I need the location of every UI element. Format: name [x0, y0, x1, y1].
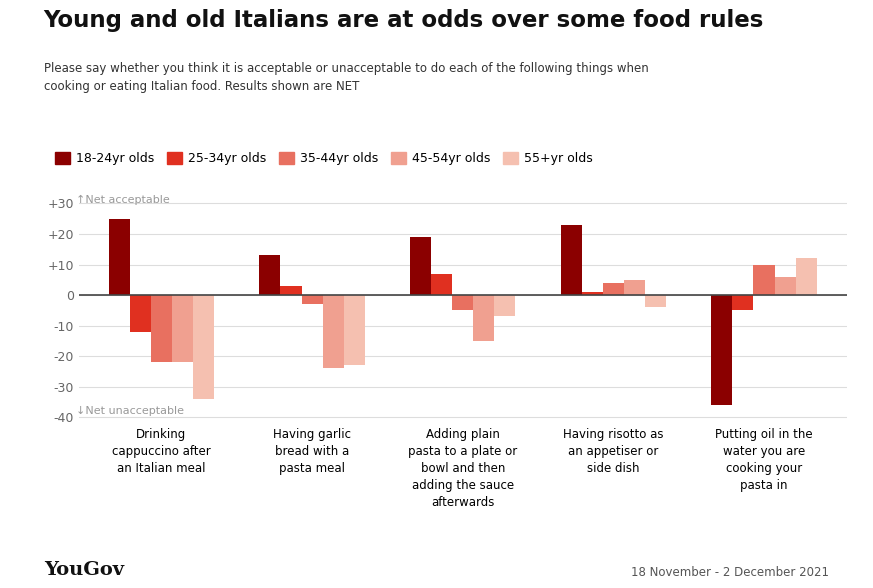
Bar — [172, 295, 193, 362]
Bar — [473, 295, 494, 341]
Text: ↑Net acceptable: ↑Net acceptable — [76, 195, 169, 205]
Bar — [193, 295, 214, 399]
Bar — [109, 219, 130, 295]
Bar — [259, 255, 280, 295]
Bar — [431, 273, 452, 295]
Bar — [280, 286, 301, 295]
Text: 18 November - 2 December 2021: 18 November - 2 December 2021 — [631, 566, 829, 579]
Bar — [624, 280, 645, 295]
Text: Young and old Italians are at odds over some food rules: Young and old Italians are at odds over … — [44, 9, 764, 32]
Bar — [410, 237, 431, 295]
Bar — [795, 258, 816, 295]
Bar — [711, 295, 732, 405]
Bar — [130, 295, 151, 332]
Bar — [732, 295, 753, 310]
Text: ↓Net unacceptable: ↓Net unacceptable — [76, 406, 183, 416]
Bar — [560, 225, 581, 295]
Bar — [344, 295, 365, 365]
Bar — [753, 265, 774, 295]
Text: YouGov: YouGov — [44, 561, 124, 579]
Bar — [301, 295, 323, 304]
Bar — [774, 277, 795, 295]
Bar — [323, 295, 344, 368]
Bar — [581, 292, 602, 295]
Bar — [452, 295, 473, 310]
Text: Please say whether you think it is acceptable or unacceptable to do each of the : Please say whether you think it is accep… — [44, 62, 649, 93]
Bar — [494, 295, 515, 316]
Bar — [602, 283, 624, 295]
Legend: 18-24yr olds, 25-34yr olds, 35-44yr olds, 45-54yr olds, 55+yr olds: 18-24yr olds, 25-34yr olds, 35-44yr olds… — [50, 148, 598, 171]
Bar — [151, 295, 172, 362]
Bar — [645, 295, 666, 308]
